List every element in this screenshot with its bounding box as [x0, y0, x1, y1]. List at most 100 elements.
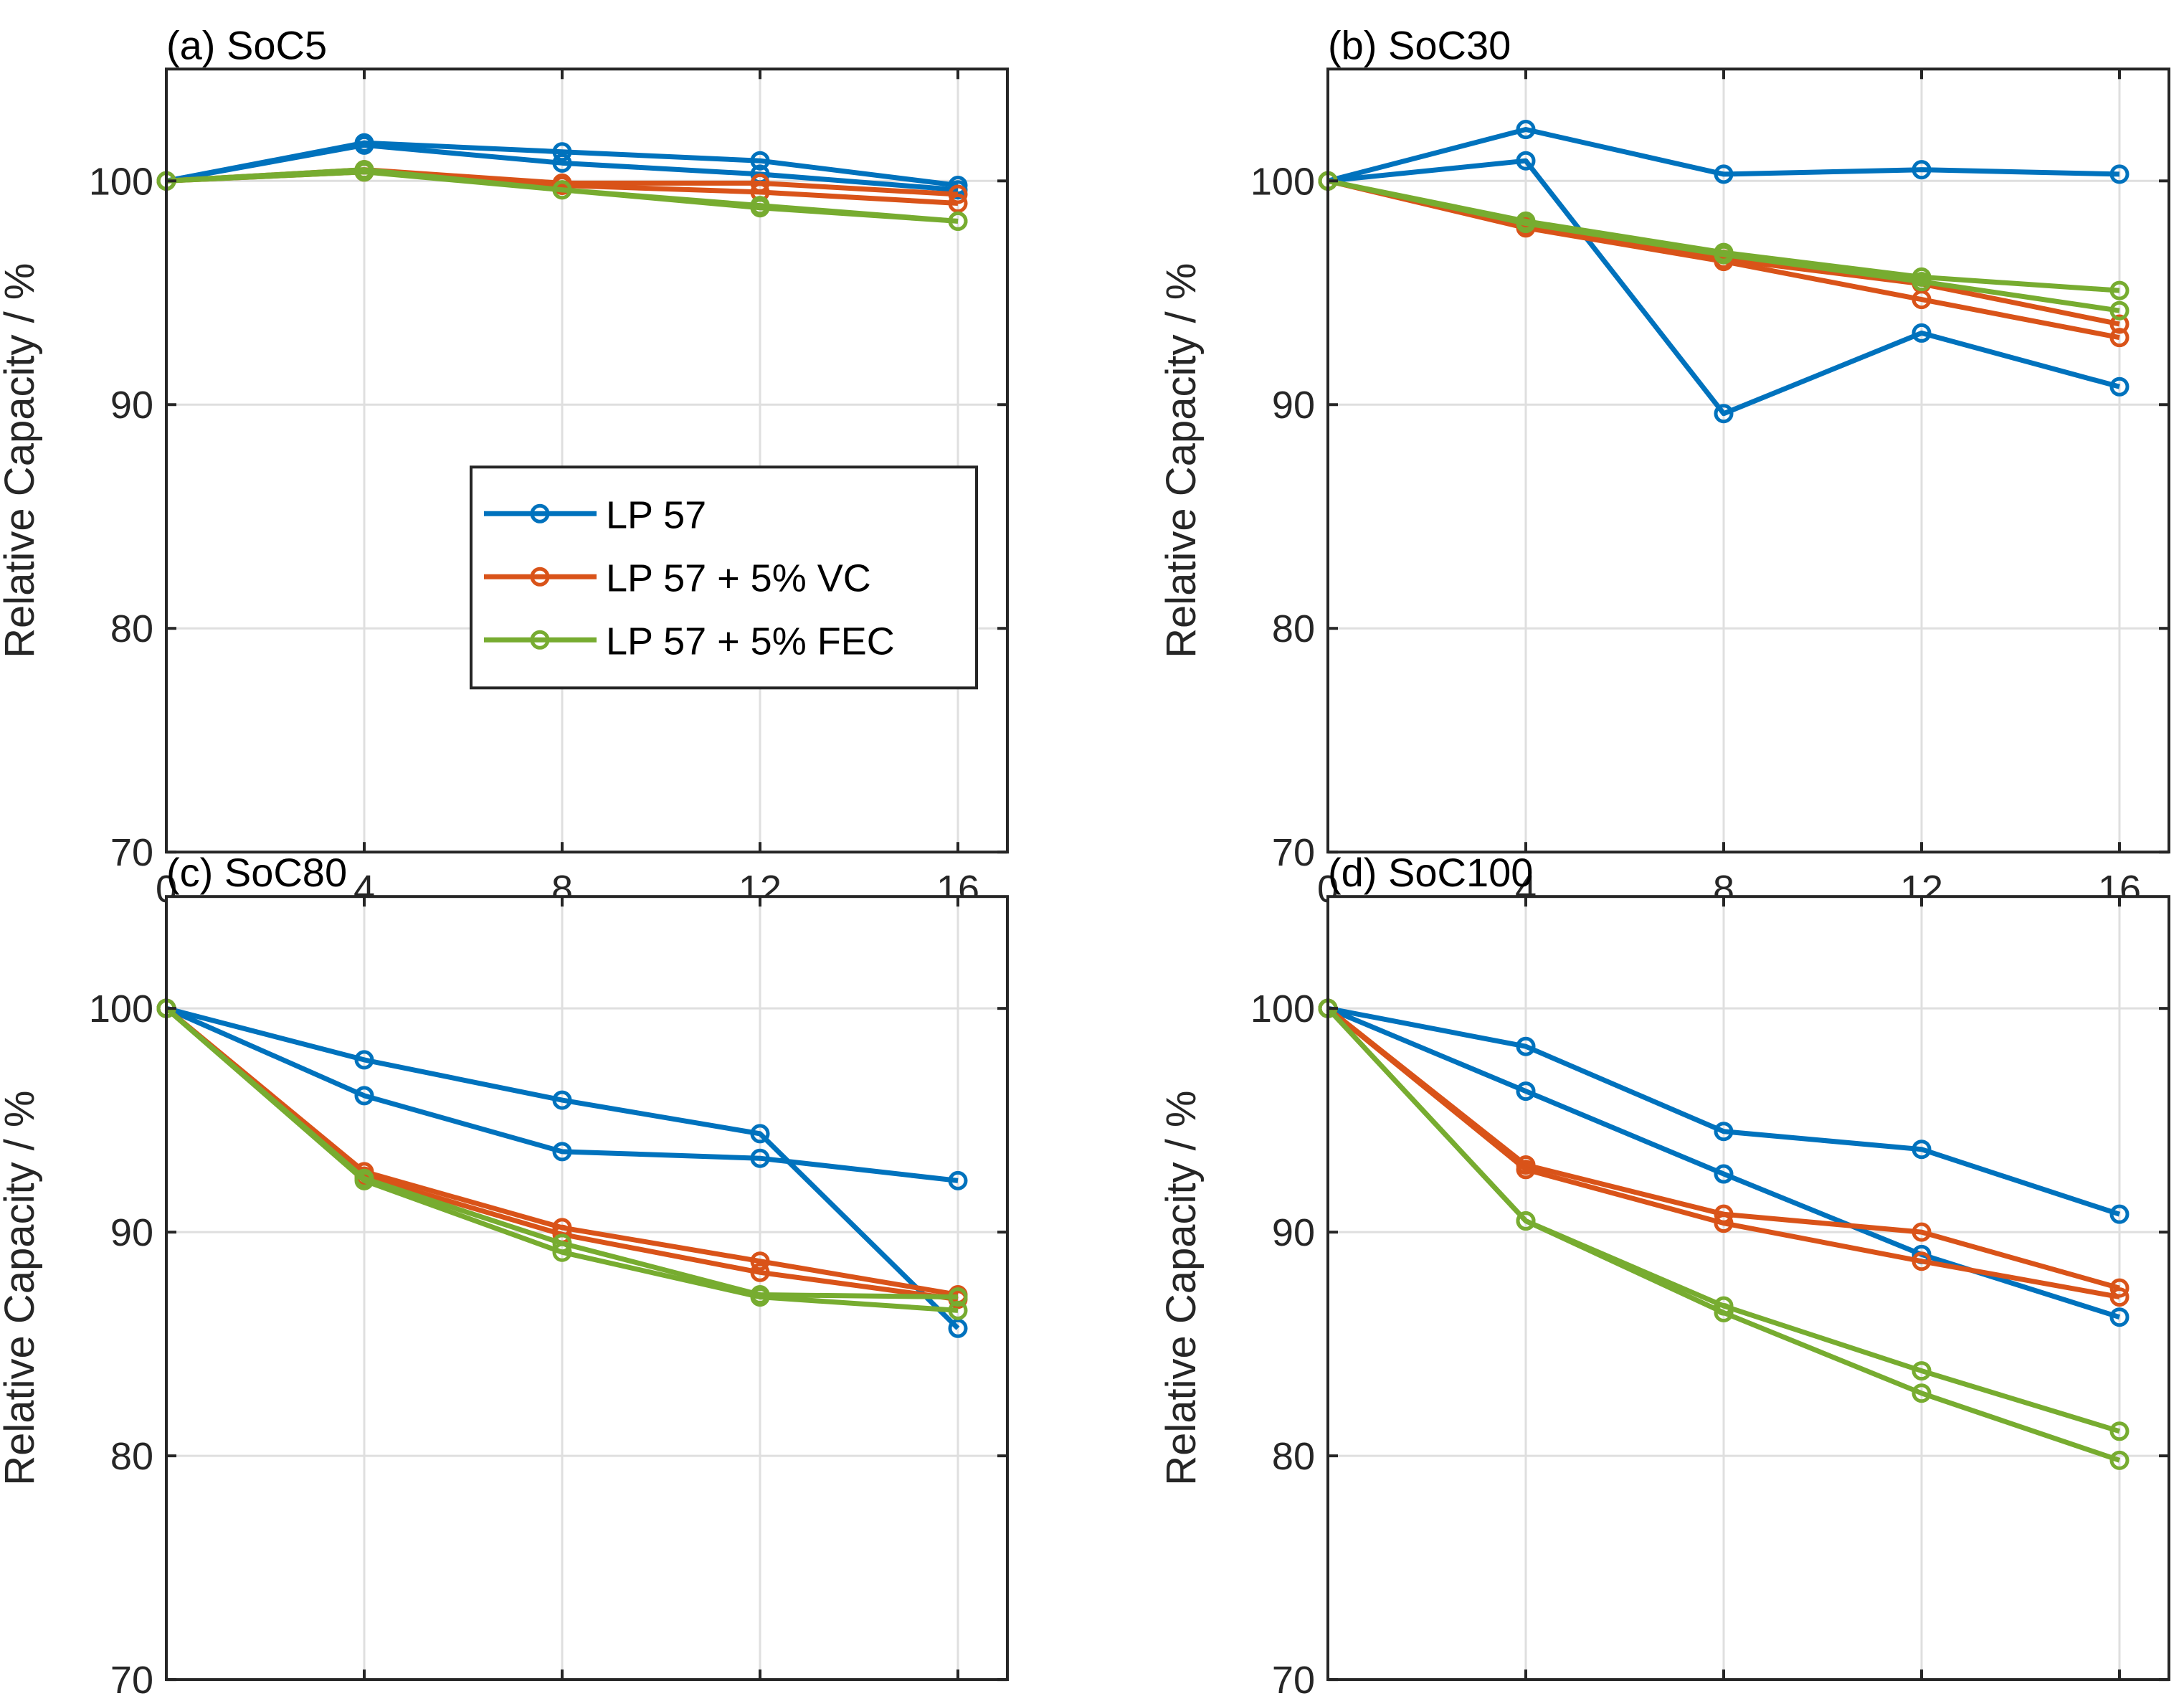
data-point	[750, 1287, 770, 1307]
panel-title: (a) SoC5	[166, 22, 327, 67]
data-point	[948, 193, 968, 213]
axes-frame	[1326, 895, 2170, 1682]
y-tick-label: 90	[110, 384, 153, 427]
data-point	[1714, 1122, 1734, 1142]
data-point	[2109, 328, 2130, 348]
data-point	[1516, 151, 1536, 171]
data-point	[1714, 1164, 1734, 1184]
data-point	[948, 1170, 968, 1190]
y-tick-label: 100	[89, 987, 153, 1031]
series-line	[166, 1005, 960, 1330]
y-axis-label: Relative Capacity / %	[1158, 263, 1205, 658]
data-point	[2109, 1287, 2130, 1307]
panel-title: (b) SoC30	[1328, 22, 1511, 67]
y-tick-label: 90	[110, 1211, 153, 1254]
y-tick-label: 80	[1272, 1435, 1315, 1478]
data-point	[1912, 160, 1932, 180]
axes-frame	[165, 895, 1009, 1682]
data-point	[1912, 290, 1932, 310]
plot-area	[1328, 69, 2169, 853]
panel-c: 0481216708090100t / monthsRelative Capac…	[0, 850, 1009, 1696]
data-point	[750, 198, 770, 218]
data-point	[1516, 1160, 1536, 1180]
y-tick-label: 80	[1272, 607, 1315, 650]
legend-label: LP 57 + 5% VC	[606, 556, 871, 600]
series-line	[1327, 158, 2120, 417]
data-point	[750, 1251, 770, 1271]
series-line	[1327, 1005, 2121, 1217]
data-point	[948, 1287, 968, 1307]
y-tick-label: 100	[1250, 160, 1315, 203]
legend-marker	[530, 567, 550, 587]
series-line	[166, 142, 959, 193]
y-tick-label: 80	[110, 1435, 153, 1478]
data-point	[552, 153, 572, 173]
y-tick-label: 70	[1272, 831, 1315, 874]
legend-marker	[530, 503, 550, 524]
series-line	[166, 169, 959, 224]
data-point	[2109, 300, 2130, 321]
data-point	[1912, 1361, 1932, 1381]
y-axis-label: Relative Capacity / %	[0, 263, 43, 658]
data-point	[2109, 1204, 2130, 1224]
axes-frame	[1326, 67, 2170, 854]
legend-marker	[530, 630, 550, 650]
legend-label: LP 57 + 5% FEC	[606, 620, 895, 663]
data-point	[1516, 1081, 1536, 1102]
data-point	[2109, 164, 2130, 184]
data-point	[552, 1242, 572, 1262]
data-point	[354, 162, 374, 182]
data-point	[1714, 245, 1734, 265]
data-point	[1714, 164, 1734, 184]
data-point	[1714, 1302, 1734, 1322]
panel-a: 0481216708090100t / monthsRelative Capac…	[0, 22, 1009, 976]
y-axis-label: Relative Capacity / %	[0, 1091, 43, 1486]
data-point	[2109, 1450, 2130, 1470]
data-point	[2109, 376, 2130, 397]
data-point	[552, 1090, 572, 1110]
legend: LP 57 LP 57 + 5% VC LP 57 + 5% FEC	[470, 465, 978, 690]
data-point	[552, 180, 572, 200]
data-point	[2109, 1307, 2130, 1327]
data-point	[1516, 120, 1536, 140]
y-tick-label: 100	[1250, 987, 1315, 1031]
data-point	[2109, 314, 2130, 334]
y-tick-label: 70	[1272, 1659, 1315, 1696]
panel-title: (c) SoC80	[166, 850, 347, 895]
y-axis-label: Relative Capacity / %	[1158, 1091, 1205, 1486]
data-point	[1516, 214, 1536, 234]
y-tick-label: 90	[1272, 1211, 1315, 1254]
data-point	[1714, 404, 1734, 424]
data-point	[1516, 1036, 1536, 1056]
plot-area	[1328, 896, 2169, 1680]
data-point	[2109, 1421, 2130, 1441]
data-point	[1714, 1213, 1734, 1233]
axes-frame	[165, 67, 1009, 854]
y-tick-label: 70	[110, 1659, 153, 1696]
series-line	[1327, 127, 2120, 184]
data-point	[1516, 1211, 1536, 1231]
series-line	[1326, 1006, 2120, 1300]
data-point	[354, 1170, 374, 1190]
y-tick-label: 100	[89, 160, 153, 203]
panel-b: 0481216708090100t / monthsRelative Capac…	[1158, 22, 2170, 976]
data-point	[750, 1262, 770, 1282]
data-point	[354, 1086, 374, 1106]
data-point	[948, 1300, 968, 1320]
data-point	[2109, 280, 2130, 300]
series-line	[164, 1006, 959, 1313]
data-point	[750, 1148, 770, 1168]
y-tick-label: 90	[1272, 384, 1315, 427]
data-point	[552, 142, 572, 162]
data-point	[750, 1124, 770, 1144]
data-point	[1912, 1222, 1932, 1242]
data-point	[1912, 323, 1932, 343]
series-line	[165, 1005, 959, 1183]
data-point	[354, 1050, 374, 1070]
data-point	[948, 1318, 968, 1338]
panel-title: (d) SoC100	[1328, 850, 1533, 895]
series-line	[1327, 178, 2120, 313]
data-point	[1912, 1383, 1932, 1403]
data-point	[354, 135, 374, 155]
